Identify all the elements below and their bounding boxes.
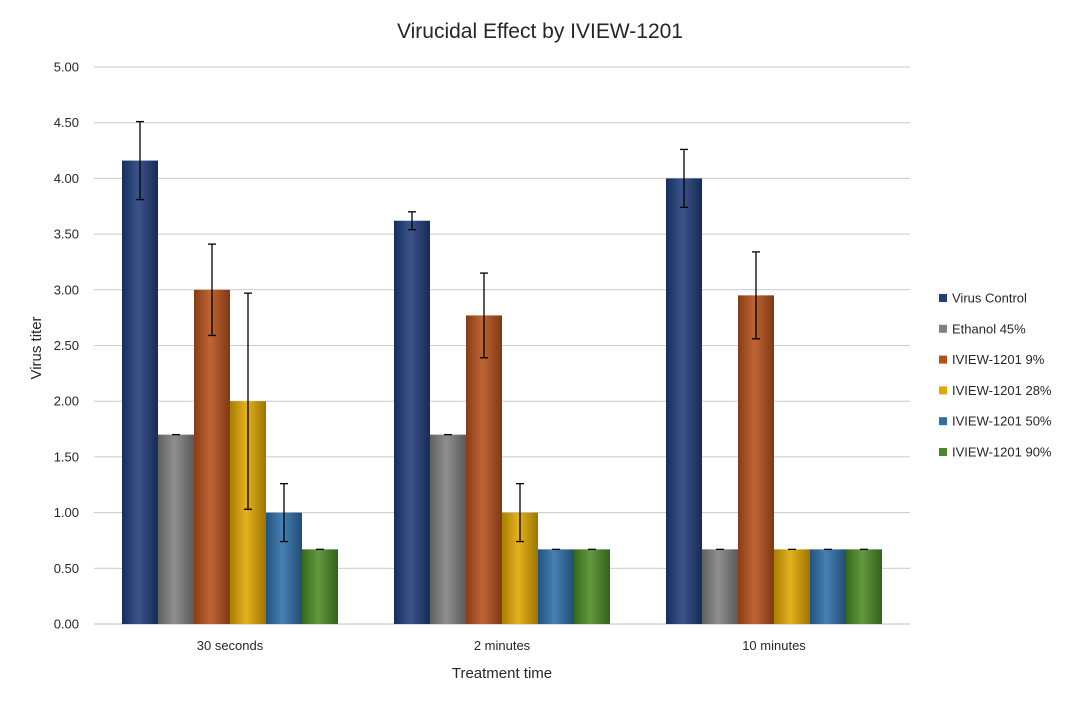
- error-bar-iview-1201-9-30-seconds: [208, 243, 216, 337]
- legend-label: Ethanol 45%: [952, 321, 1026, 336]
- x-axis-title: Treatment time: [452, 665, 552, 682]
- error-bar-iview-1201-50-30-seconds: [280, 482, 288, 543]
- bar-virus-control-30-seconds: [122, 160, 158, 625]
- legend-label: IVIEW-1201 90%: [952, 445, 1052, 460]
- x-tick-label: 10 minutes: [742, 638, 806, 653]
- error-bar-virus-control-30-seconds: [136, 120, 144, 201]
- error-bar-iview-1201-9-2-minutes: [480, 272, 488, 359]
- legend-label: IVIEW-1201 28%: [952, 383, 1052, 398]
- y-axis-ticks: 0.00 0.50 1.00 1.50 2.00 2.50 3.00 3.50 4.00 4.50…: [54, 60, 79, 632]
- legend-item-iview-1201-50: IVIEW-1201 50%: [939, 414, 1052, 429]
- legend-swatch: [939, 417, 947, 426]
- bar-iview-1201-28-10-minutes: [774, 549, 810, 624]
- legend-swatch: [939, 355, 947, 364]
- error-bars: [136, 120, 868, 551]
- legend-label: IVIEW-1201 50%: [952, 414, 1052, 429]
- y-tick-label: 2.50: [54, 338, 79, 353]
- legend: Virus Control Ethanol 45% IVIEW-1201 9% IVI…: [939, 291, 1052, 460]
- bar-iview-1201-90-2-minutes: [574, 549, 610, 624]
- bar-virus-control-2-minutes: [394, 220, 430, 624]
- bar-iview-1201-50-10-minutes: [810, 549, 846, 624]
- legend-item-ethanol-45: Ethanol 45%: [939, 321, 1026, 336]
- error-bar-iview-1201-28-2-minutes: [516, 482, 524, 543]
- x-axis-ticks: 30 seconds 2 minutes 10 minutes: [197, 638, 807, 653]
- y-tick-label: 1.00: [54, 505, 79, 520]
- y-tick-label: 0.50: [54, 561, 79, 576]
- bar-iview-1201-50-2-minutes: [538, 549, 574, 624]
- error-bar-virus-control-10-minutes: [680, 148, 688, 209]
- y-axis-title: Virus titer: [28, 316, 45, 379]
- error-bar-iview-1201-28-30-seconds: [244, 292, 252, 510]
- legend-swatch: [939, 294, 947, 302]
- x-tick-label: 30 seconds: [197, 638, 264, 653]
- y-tick-label: 3.50: [54, 227, 79, 242]
- error-bar-iview-1201-9-10-minutes: [752, 251, 760, 340]
- bar-iview-1201-9-10-minutes: [738, 295, 774, 624]
- legend-item-iview-1201-9: IVIEW-1201 9%: [939, 352, 1045, 367]
- legend-swatch: [939, 448, 947, 456]
- legend-swatch: [939, 324, 947, 333]
- bar-iview-1201-90-10-minutes: [846, 549, 882, 624]
- y-tick-label: 3.00: [54, 282, 79, 297]
- bar-iview-1201-9-30-seconds: [194, 289, 230, 624]
- y-tick-label: 4.50: [54, 115, 79, 130]
- y-tick-label: 4.00: [54, 171, 79, 186]
- bar-ethanol-45-2-minutes: [430, 434, 466, 624]
- legend-label: Virus Control: [952, 291, 1027, 306]
- legend-item-iview-1201-28: IVIEW-1201 28%: [939, 383, 1052, 398]
- bar-ethanol-45-30-seconds: [158, 434, 194, 624]
- legend-item-virus-control: Virus Control: [939, 291, 1027, 306]
- bar-iview-1201-90-30-seconds: [302, 549, 338, 624]
- y-tick-label: 0.00: [54, 617, 79, 632]
- y-tick-label: 2.00: [54, 394, 79, 409]
- legend-item-iview-1201-90: IVIEW-1201 90%: [939, 445, 1052, 460]
- bar-virus-control-10-minutes: [666, 178, 702, 624]
- error-bar-virus-control-2-minutes: [408, 211, 416, 231]
- chart-title: Virucidal Effect by IVIEW-1201: [397, 20, 683, 43]
- x-tick-label: 2 minutes: [474, 638, 531, 653]
- bars: [122, 160, 882, 625]
- y-tick-label: 1.50: [54, 449, 79, 464]
- y-tick-label: 5.00: [54, 60, 79, 75]
- legend-swatch: [939, 386, 947, 395]
- bar-iview-1201-9-2-minutes: [466, 315, 502, 624]
- bar-ethanol-45-10-minutes: [702, 549, 738, 624]
- legend-label: IVIEW-1201 9%: [952, 352, 1045, 367]
